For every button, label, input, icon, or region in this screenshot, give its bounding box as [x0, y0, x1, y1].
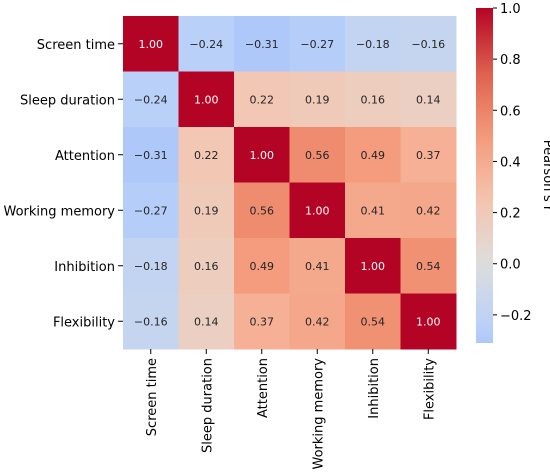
- heatmap-cell: [178, 182, 235, 239]
- colorbar-tick-label: 0.4: [500, 155, 521, 170]
- colorbar-tick-label: 0.2: [500, 207, 521, 222]
- cell-value-label: 1.00: [250, 149, 275, 162]
- cell-value-label: 0.54: [361, 315, 386, 328]
- heatmap-cells: [123, 16, 457, 350]
- cell-value-label: 1.00: [139, 38, 164, 51]
- heatmap-cell: [400, 293, 457, 350]
- heatmap-cell: [345, 127, 401, 183]
- x-tick-label: Screen time: [145, 358, 160, 436]
- heatmap-cell: [178, 238, 235, 294]
- cell-value-label: −0.16: [134, 315, 168, 328]
- y-tick-label: Sleep duration: [20, 93, 115, 108]
- heatmap-cell: [123, 238, 179, 294]
- cell-value-label: 1.00: [361, 260, 386, 273]
- colorbar-title: Pearson's r: [540, 140, 550, 212]
- heatmap-cell: [123, 71, 179, 128]
- heatmap-cell: [400, 127, 457, 183]
- colorbar-tick-label: 0.0: [500, 258, 521, 273]
- cell-value-label: 0.49: [361, 149, 386, 162]
- x-tick-label: Attention: [256, 358, 271, 418]
- colorbar-gradient: [476, 8, 493, 343]
- cell-value-label: 1.00: [305, 204, 330, 217]
- x-tick-label: Inhibition: [367, 358, 382, 419]
- cell-value-label: 0.56: [250, 204, 275, 217]
- y-tick-label: Attention: [55, 149, 115, 164]
- cell-value-label: 0.22: [250, 93, 275, 106]
- cell-value-label: 1.00: [194, 93, 219, 106]
- heatmap-cell: [178, 127, 235, 183]
- y-tick-label: Flexibility: [53, 315, 115, 330]
- y-tick-label: Working memory: [4, 204, 116, 219]
- cell-value-label: −0.27: [134, 204, 168, 217]
- cell-value-label: −0.31: [245, 38, 279, 51]
- x-axis-tick-labels: Screen time Sleep duration Attention Workin…: [145, 349, 437, 470]
- cell-value-label: 0.16: [194, 260, 219, 273]
- heatmap-cell: [400, 16, 457, 72]
- heatmap-cell: [345, 182, 401, 239]
- cell-value-label: 0.19: [194, 204, 219, 217]
- heatmap-cell: [234, 293, 290, 350]
- colorbar-tick-label: 0.8: [500, 53, 521, 68]
- heatmap-cell: [123, 182, 179, 239]
- heatmap-cell: [289, 16, 346, 72]
- heatmap-cell: [289, 182, 346, 239]
- cell-value-label: −0.27: [300, 38, 334, 51]
- heatmap-cell: [178, 293, 235, 350]
- heatmap-cell: [178, 71, 235, 128]
- x-tick-label: Sleep duration: [200, 358, 215, 453]
- heatmap-cell: [123, 127, 179, 183]
- heatmap-cell-labels: 1.00 −0.24 −0.31 −0.27 −0.18 −0.16 −0.24 1.00 0.…: [134, 38, 445, 329]
- heatmap-cell: [178, 16, 235, 72]
- colorbar-tick-label: 0.6: [500, 104, 521, 119]
- heatmap-cell: [123, 16, 179, 72]
- heatmap-cell: [234, 182, 290, 239]
- cell-value-label: 0.41: [361, 204, 386, 217]
- cell-value-label: −0.16: [411, 38, 445, 51]
- cell-value-label: 0.42: [416, 204, 441, 217]
- cell-value-label: 0.16: [361, 93, 386, 106]
- x-tick-label: Flexibility: [422, 358, 437, 420]
- heatmap-cell: [345, 71, 401, 128]
- cell-value-label: 0.37: [250, 315, 275, 328]
- heatmap-cell: [234, 238, 290, 294]
- x-tick-label: Working memory: [311, 358, 326, 470]
- cell-value-label: −0.24: [134, 93, 168, 106]
- cell-value-label: 0.37: [416, 149, 441, 162]
- cell-value-label: 0.56: [305, 149, 330, 162]
- heatmap-cell: [289, 71, 346, 128]
- y-tick-label: Screen time: [37, 38, 115, 53]
- heatmap-cell: [345, 293, 401, 350]
- cell-value-label: 0.49: [250, 260, 275, 273]
- heatmap-cell: [123, 293, 179, 350]
- heatmap-cell: [289, 293, 346, 350]
- heatmap-cell: [234, 127, 290, 183]
- cell-value-label: 0.19: [305, 93, 330, 106]
- cell-value-label: 0.14: [416, 93, 441, 106]
- heatmap-cell: [234, 16, 290, 72]
- cell-value-label: −0.24: [189, 38, 223, 51]
- cell-value-label: 0.14: [194, 315, 219, 328]
- cell-value-label: 0.54: [416, 260, 441, 273]
- cell-value-label: −0.18: [356, 38, 390, 51]
- colorbar-tick-label: −0.2: [500, 309, 532, 324]
- heatmap-cell: [400, 238, 457, 294]
- cell-value-label: 0.42: [305, 315, 330, 328]
- heatmap-cell: [289, 238, 346, 294]
- heatmap-cell: [234, 71, 290, 128]
- cell-value-label: 0.22: [194, 149, 219, 162]
- heatmap-cell: [400, 71, 457, 128]
- cell-value-label: 0.41: [305, 260, 330, 273]
- colorbar: −0.2 0.0 0.2 0.4 0.6 0.8 1.0 Pearson's r: [476, 2, 550, 343]
- heatmap-cell: [400, 182, 457, 239]
- heatmap-cell: [345, 238, 401, 294]
- cell-value-label: 1.00: [416, 315, 441, 328]
- colorbar-tick-label: 1.0: [500, 2, 521, 17]
- heatmap-cell: [289, 127, 346, 183]
- cell-value-label: −0.18: [134, 260, 168, 273]
- y-axis-tick-labels: Screen time Sleep duration Attention Workin…: [4, 38, 123, 330]
- cell-value-label: −0.31: [134, 149, 168, 162]
- heatmap-cell: [345, 16, 401, 72]
- y-tick-label: Inhibition: [54, 260, 115, 275]
